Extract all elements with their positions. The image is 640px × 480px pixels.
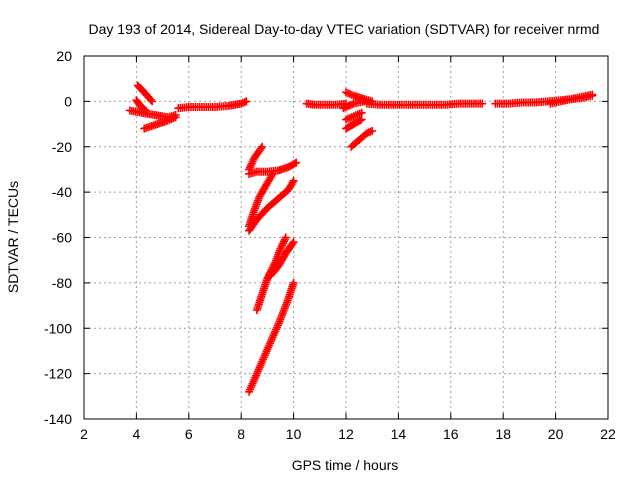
series-seg-19 [362,99,487,109]
data-point [257,144,266,153]
data-point [289,278,298,287]
y-tick-label: 20 [56,48,72,64]
series-seg-13 [302,99,350,109]
data-point [268,169,277,178]
y-tick-label: 0 [64,93,72,109]
x-tick-label: 20 [548,426,564,442]
data-point [357,108,366,117]
data-point [292,158,301,167]
data-point [140,105,149,114]
y-tick-label: -80 [52,275,72,291]
x-tick-label: 2 [80,426,88,442]
data-point [288,178,297,187]
x-tick-label: 12 [338,426,354,442]
series-seg-11 [266,238,298,281]
series-seg-7 [245,142,267,174]
data-point [290,159,299,168]
series-seg-9 [245,169,277,231]
data-point [478,99,487,108]
x-tick-label: 10 [286,426,302,442]
y-tick-label: -120 [44,366,72,382]
x-tick-label: 22 [600,426,616,442]
x-tick-label: 18 [495,426,511,442]
series-seg-8 [245,176,298,235]
grid-layer [84,56,608,419]
x-tick-label: 4 [133,426,141,442]
data-point [171,113,180,122]
data-point [242,97,251,106]
series-seg-18 [347,126,377,151]
series-seg-20 [491,91,597,108]
data-point [146,95,155,104]
x-tick-label: 6 [185,426,193,442]
data-point [368,126,377,135]
x-axis-label: GPS time / hours [292,457,399,473]
data-point [356,116,365,125]
series-seg-3 [140,113,180,133]
tick-labels: 2 4 6 8 10 12 14 16 18 20 22 20 0 -20 -40 -60 -80 -100 -12… [44,48,616,442]
series-seg-4 [132,96,150,115]
y-tick-label: -100 [44,320,72,336]
chart-title: Day 193 of 2014, Sidereal Day-to-day VTE… [89,21,600,37]
data-point [289,238,298,247]
y-axis-label: SDTVAR / TECUs [5,181,21,293]
data-point [288,239,297,248]
y-tick-label: -60 [52,230,72,246]
data-point [281,233,290,242]
y-tick-label: -140 [44,411,72,427]
data-layer [125,81,597,396]
data-point [258,142,267,151]
data-point [289,176,298,185]
series-seg-17 [342,115,366,133]
tick-layer [83,55,609,420]
x-tick-label: 8 [237,426,245,442]
series-seg-10 [252,233,290,315]
series-seg-12 [245,278,298,396]
data-point [588,90,597,99]
y-tick-label: -20 [52,139,72,155]
x-tick-label: 16 [443,426,459,442]
data-point [141,106,150,115]
series-seg-5 [174,97,251,113]
x-tick-label: 14 [391,426,407,442]
series-seg-16 [342,108,366,124]
series-seg-21 [546,90,597,108]
data-point [267,171,276,180]
series-seg-1 [133,81,157,106]
data-point [357,115,366,124]
y-tick-label: -40 [52,184,72,200]
data-point [148,97,157,106]
